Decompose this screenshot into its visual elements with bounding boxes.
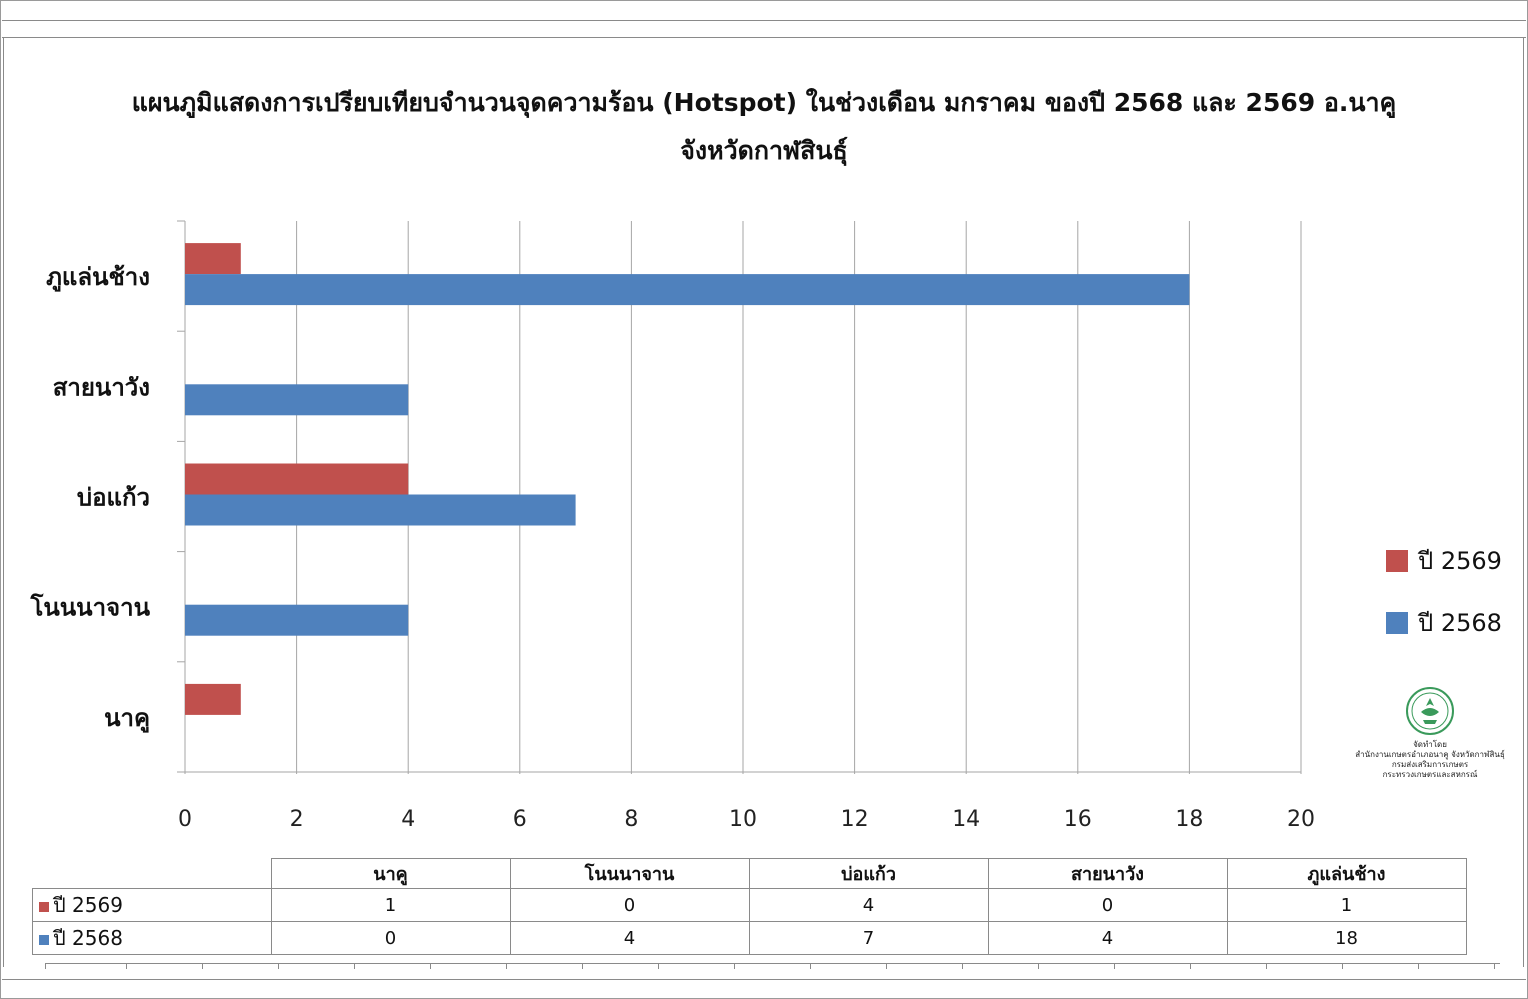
legend-key-2569	[39, 901, 49, 912]
bar	[185, 463, 409, 495]
data-table-row-2569: ปี 2569 1 0 4 0 1	[32, 888, 1467, 922]
category-label: สายนาวัง	[53, 373, 150, 401]
x-tick-label: 4	[401, 807, 415, 832]
category-label: ภูแล่นช้าง	[46, 263, 150, 292]
bar	[185, 683, 241, 715]
row-label-text: ปี 2569	[53, 893, 123, 917]
ruler-tick	[1190, 964, 1191, 969]
data-table-cell: 18	[1226, 921, 1467, 955]
x-tick-label: 2	[290, 807, 304, 832]
frame-top-rule-2	[2, 37, 1526, 38]
data-table-cell: 4	[748, 888, 989, 922]
data-table-header: บ่อแก้ว	[748, 858, 989, 889]
data-table-cell: 0	[987, 888, 1228, 922]
x-tick-label: 18	[1175, 807, 1203, 832]
data-table-header: สายนาวัง	[987, 858, 1228, 889]
bar	[185, 494, 576, 526]
data-table-header: ภูแล่นช้าง	[1226, 858, 1467, 889]
bottom-ruler	[45, 963, 1500, 970]
x-tick-label: 8	[624, 807, 638, 832]
data-table-cell: 1	[270, 888, 511, 922]
ruler-tick	[1418, 964, 1419, 969]
bar	[185, 274, 1190, 306]
ruler-tick	[734, 964, 735, 969]
category-label: นาคู	[104, 704, 150, 733]
data-table-cell: 1	[1226, 888, 1467, 922]
ruler-tick	[1266, 964, 1267, 969]
ruler-tick	[886, 964, 887, 969]
ruler-tick	[810, 964, 811, 969]
x-tick-label: 16	[1064, 807, 1092, 832]
category-label: บ่อแก้ว	[77, 484, 150, 512]
data-table-header-row: นาคู โนนนาจาน บ่อแก้ว สายนาวัง ภูแล่นช้า…	[33, 858, 1467, 889]
legend-key-2568	[39, 934, 49, 945]
ruler-tick	[1342, 964, 1343, 969]
frame-top-rule	[2, 20, 1526, 21]
data-table-row-label: ปี 2569	[32, 888, 272, 922]
ruler-tick	[354, 964, 355, 969]
ruler-tick	[278, 964, 279, 969]
ruler-tick	[1038, 964, 1039, 969]
data-table-header: โนนนาจาน	[509, 858, 750, 889]
data-table-header: นาคู	[270, 858, 511, 889]
ruler-tick	[658, 964, 659, 969]
ruler-tick	[582, 964, 583, 969]
legend-swatch	[1386, 612, 1408, 634]
x-tick-label: 14	[952, 807, 980, 832]
data-table-cell: 0	[509, 888, 750, 922]
bar	[185, 243, 241, 275]
data-table-cell: 0	[270, 921, 511, 955]
x-tick-label: 0	[178, 807, 192, 832]
data-table: นาคู โนนนาจาน บ่อแก้ว สายนาวัง ภูแล่นช้า…	[32, 858, 1467, 955]
chart-title-line2: จังหวัดกาฬสินธุ์	[680, 136, 848, 165]
bar	[185, 384, 409, 416]
agriculture-seal-icon	[1406, 687, 1454, 735]
ruler-tick	[962, 964, 963, 969]
bar	[185, 604, 409, 636]
data-table-cell: 7	[748, 921, 989, 955]
ruler-tick	[126, 964, 127, 969]
legend-label: ปี 2569	[1417, 547, 1502, 575]
logo-line4: กระทรวงเกษตรและสหกรณ์	[1382, 770, 1478, 779]
frame-left-rule	[3, 37, 4, 967]
data-table-corner	[33, 859, 272, 889]
bar-chart: 0 2 4 6 8 10 12 14 16 18 20 นาคู โนนนาจาน บ่อแก้ว สายน…	[29, 220, 1502, 832]
ruler-tick	[506, 964, 507, 969]
ruler-tick	[202, 964, 203, 969]
frame-bottom-rule	[2, 979, 1526, 980]
legend-swatch	[1386, 550, 1408, 572]
data-table-row-2568: ปี 2568 0 4 7 4 18	[32, 921, 1467, 955]
logo: จัดทำโดย สำนักงานเกษตรอำเภอนาคู จังหวัดก…	[1352, 686, 1508, 780]
category-label: โนนนาจาน	[29, 593, 150, 622]
chart-title-line1: แผนภูมิแสดงการเปรียบเทียบจำนวนจุดความร้อ…	[131, 88, 1397, 117]
x-tick-label: 10	[729, 807, 757, 832]
logo-line3: กรมส่งเสริมการเกษตร	[1391, 760, 1469, 769]
data-table-cell: 4	[987, 921, 1228, 955]
ruler-tick	[1114, 964, 1115, 969]
ruler-tick	[430, 964, 431, 969]
row-label-text: ปี 2568	[53, 926, 123, 950]
frame-right-rule	[1523, 37, 1524, 967]
x-tick-label: 6	[513, 807, 527, 832]
data-table-cell: 4	[509, 921, 750, 955]
logo-line2: สำนักงานเกษตรอำเภอนาคู จังหวัดกาฬสินธุ์	[1355, 750, 1505, 759]
logo-line1: จัดทำโดย	[1413, 740, 1447, 749]
ruler-tick	[45, 964, 46, 969]
x-tick-label: 20	[1287, 807, 1315, 832]
ruler-tick	[1494, 964, 1495, 969]
data-table-row-label: ปี 2568	[32, 921, 272, 955]
x-tick-label: 12	[841, 807, 869, 832]
legend-label: ปี 2568	[1417, 609, 1502, 637]
